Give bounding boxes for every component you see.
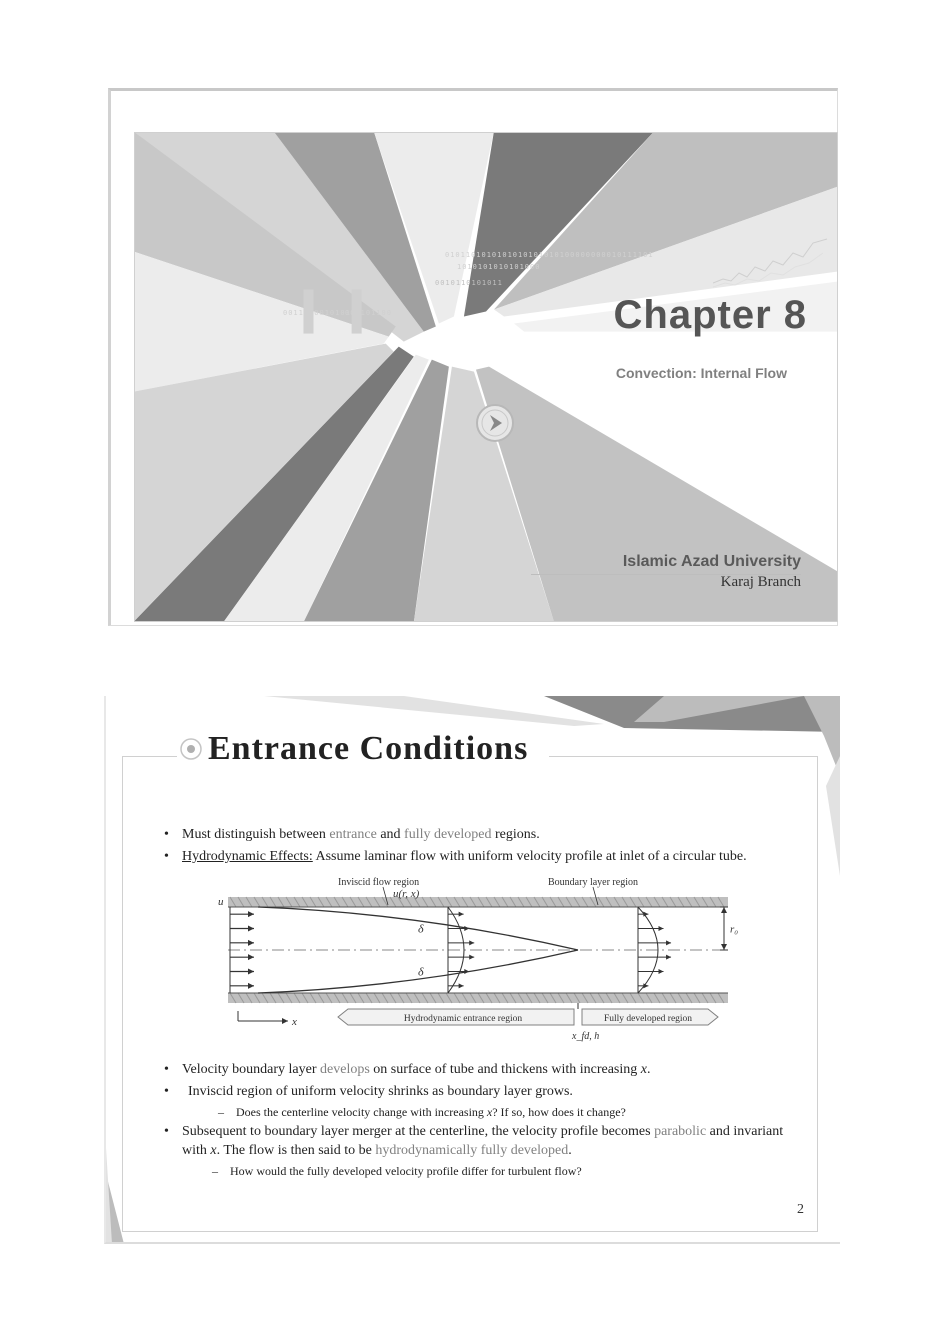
university-name: Islamic Azad University — [623, 553, 801, 571]
binary-text: 1010101010101000 — [457, 263, 540, 271]
underline — [531, 574, 801, 575]
binary-text: 0101101010101010101010100000000010111101 — [445, 251, 654, 259]
binary-text: 0010110101011 — [435, 279, 503, 287]
slide2-outer-border — [104, 696, 840, 1244]
chapter-title: Chapter 8 — [614, 293, 808, 338]
page: 0101101010101010101010100000000010111101… — [0, 0, 945, 1338]
chapter-subtitle: Convection: Internal Flow — [616, 365, 787, 381]
binary-text: 000101100 — [345, 309, 392, 317]
slide1-inner-frame: 0101101010101010101010100000000010111101… — [134, 132, 838, 622]
mini-chart-scribble — [713, 233, 833, 293]
slide-2: Entrance Conditions Must distinguish bet… — [104, 696, 840, 1244]
next-arrow-badge — [475, 403, 515, 443]
slide-1: 0101101010101010101010100000000010111101… — [108, 88, 838, 626]
university-branch: Karaj Branch — [721, 574, 801, 591]
